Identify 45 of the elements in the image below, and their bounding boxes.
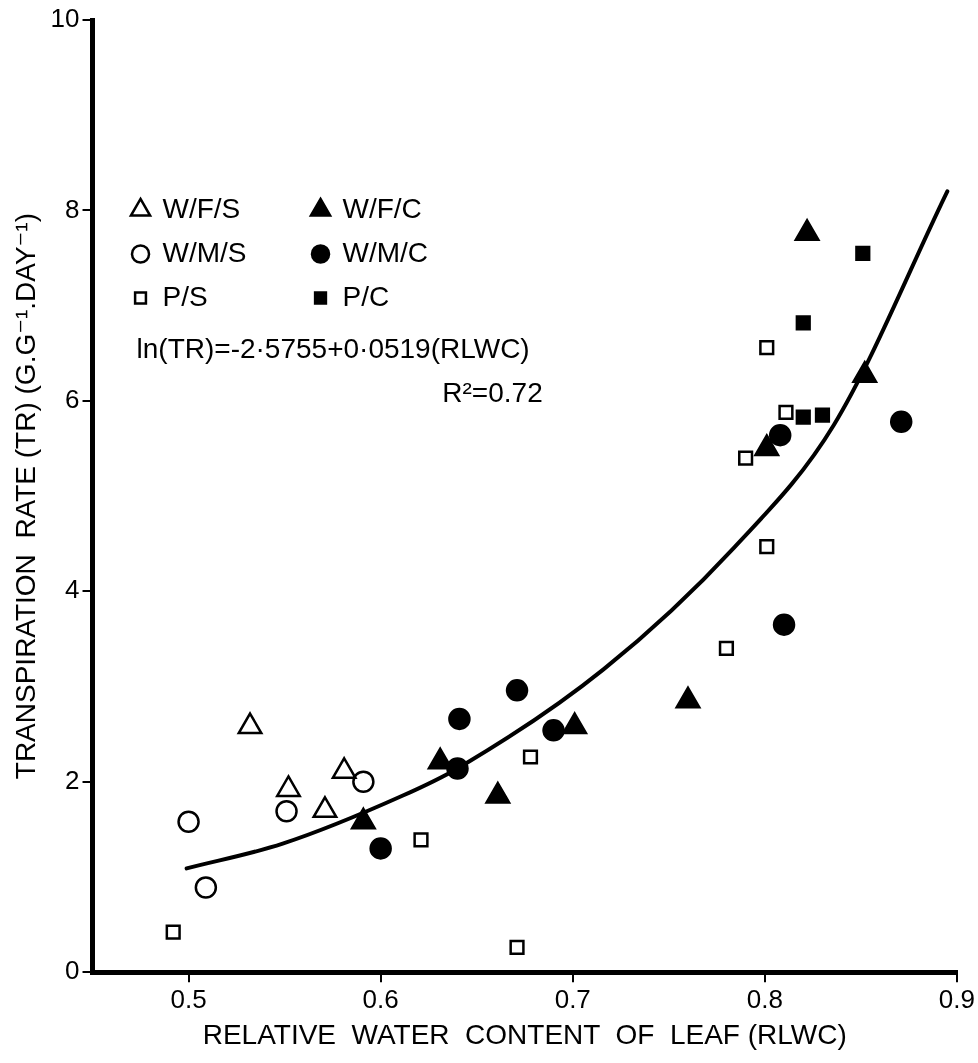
point <box>413 832 429 848</box>
point <box>352 770 375 794</box>
point <box>759 538 775 555</box>
x-tick-label: 0.6 <box>362 983 399 1014</box>
point <box>505 679 529 702</box>
point <box>448 707 471 731</box>
y-tick-label: 10 <box>50 3 80 34</box>
point <box>177 810 200 833</box>
point <box>718 640 735 657</box>
legend-label: W/M/C <box>342 236 429 268</box>
y-tick-label: 8 <box>65 193 80 224</box>
x-tick-label: 0.9 <box>938 983 976 1014</box>
legend-label: P/S <box>162 280 208 312</box>
point <box>542 719 565 742</box>
point <box>795 315 811 331</box>
point <box>814 407 831 423</box>
point <box>165 924 181 940</box>
x-tick-label: 0.8 <box>746 983 783 1014</box>
y-tick-label: 4 <box>65 574 80 605</box>
legend-label: P/C <box>342 280 390 312</box>
legend-label: W/F/C <box>342 192 422 224</box>
legend-label: W/M/S <box>162 236 247 268</box>
y-axis-title: TRANSPIRATION RATE (TR) (G.G⁻¹.DAY⁻¹) <box>9 212 41 780</box>
annotation: ln(TR)=-2·5755+0·0519(RLWC) <box>136 332 530 364</box>
x-tick-label: 0.7 <box>554 983 591 1014</box>
y-tick-label: 0 <box>65 955 80 986</box>
point <box>768 423 792 447</box>
point <box>738 450 754 466</box>
legend-label: W/F/S <box>162 192 241 224</box>
point <box>509 939 525 956</box>
x-axis-title: RELATIVE WATER CONTENT OF LEAF (RLWC) <box>202 1018 847 1050</box>
point <box>369 837 392 860</box>
point <box>194 876 218 899</box>
point <box>795 409 811 425</box>
point <box>759 339 775 356</box>
point <box>522 749 539 765</box>
annotation: R²=0.72 <box>442 376 543 408</box>
point <box>275 800 298 823</box>
point <box>889 410 913 434</box>
point <box>855 245 871 261</box>
y-tick-label: 2 <box>65 764 80 795</box>
y-tick-label: 6 <box>65 384 80 415</box>
point <box>778 404 794 420</box>
x-tick-label: 0.5 <box>170 983 207 1014</box>
point <box>772 613 796 636</box>
